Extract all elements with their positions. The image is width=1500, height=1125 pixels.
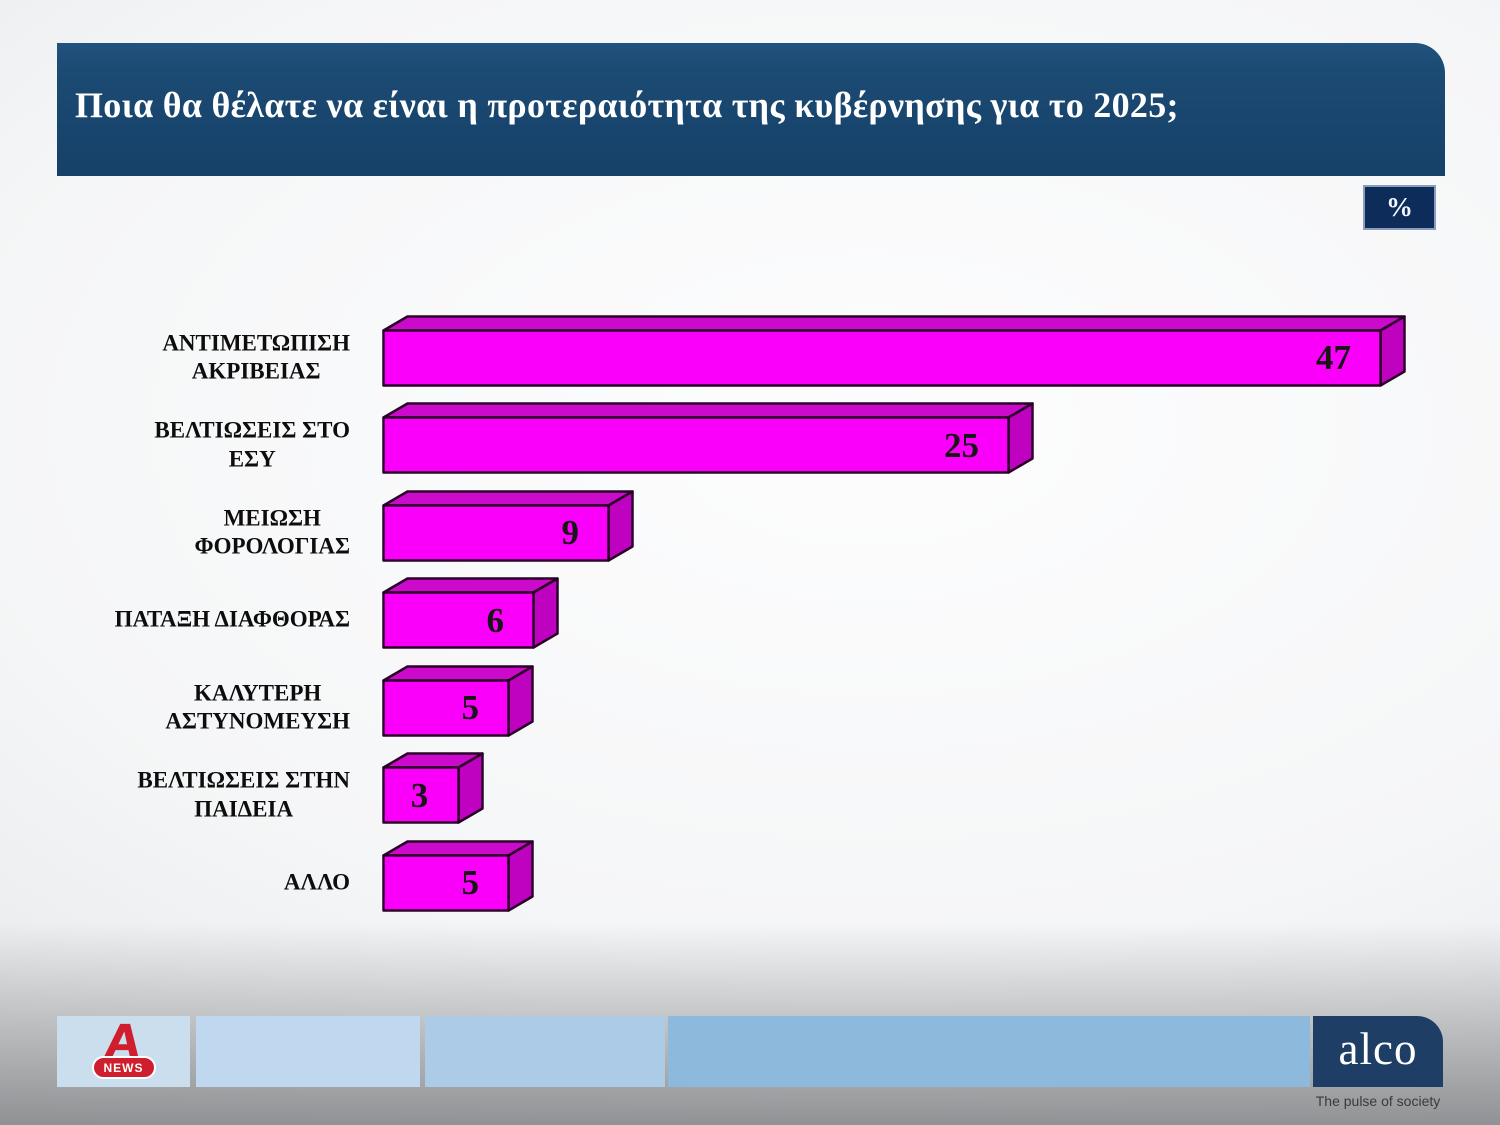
bar-3d — [382, 577, 559, 649]
category-label: ΠΑΤΑΞΗ ΔΙΑΦΘΟΡΑΣ — [114, 606, 350, 632]
category-label: ΒΕΛΤΙΩΣΕΙΣ ΣΤΗΝ ΠΑΙΔΕΙΑ — [137, 767, 350, 821]
value-label: 3 — [410, 775, 429, 815]
question-header: Ποια θα θέλατε να είναι η προτεραιότητα … — [57, 43, 1445, 176]
footer-segment-4 — [668, 1016, 1310, 1087]
category-label: ΑΛΛΟ — [283, 869, 350, 895]
percent-unit-badge: % — [1363, 185, 1436, 230]
alco-brand-text: alco — [1338, 1023, 1418, 1074]
footer-segment-3 — [425, 1016, 665, 1087]
bar-3d — [382, 489, 634, 562]
bar-3d — [382, 839, 534, 912]
value-label: 25 — [944, 425, 979, 465]
news-badge: NEWS — [91, 1055, 156, 1079]
category-label: ΒΕΛΤΙΩΣΕΙΣ ΣΤΟ ΕΣΥ — [154, 417, 350, 471]
footer-segment-alpha: A NEWS — [57, 1016, 190, 1087]
footer-segment-2 — [196, 1016, 420, 1087]
alpha-letter-icon: A — [103, 1015, 144, 1067]
alco-tagline: The pulse of society — [1315, 1093, 1441, 1109]
bar-3d — [382, 752, 484, 824]
percent-unit-label: % — [1386, 192, 1413, 222]
value-label: 5 — [461, 863, 480, 902]
bar-3d — [382, 314, 1406, 387]
category-label: ΑΝΤΙΜΕΤΩΠΙΣΗ ΑΚΡΙΒΕΙΑΣ — [162, 329, 350, 384]
page-title: Ποια θα θέλατε να είναι η προτεραιότητα … — [75, 84, 1179, 125]
category-label: ΜΕΙΩΣΗ ΦΟΡΟΛΟΓΙΑΣ — [194, 504, 351, 559]
category-label: ΚΑΛΥΤΕΡΗ ΑΣΤΥΝΟΜΕΥΣΗ — [165, 679, 350, 734]
value-label: 6 — [486, 600, 505, 640]
value-label: 5 — [461, 688, 480, 727]
bar-3d — [382, 664, 534, 737]
value-label: 47 — [1316, 338, 1351, 377]
alco-logo: alco — [1313, 1016, 1443, 1087]
alpha-news-logo: A NEWS — [91, 1015, 156, 1079]
value-label: 9 — [561, 513, 580, 552]
bar-3d — [382, 402, 1034, 474]
